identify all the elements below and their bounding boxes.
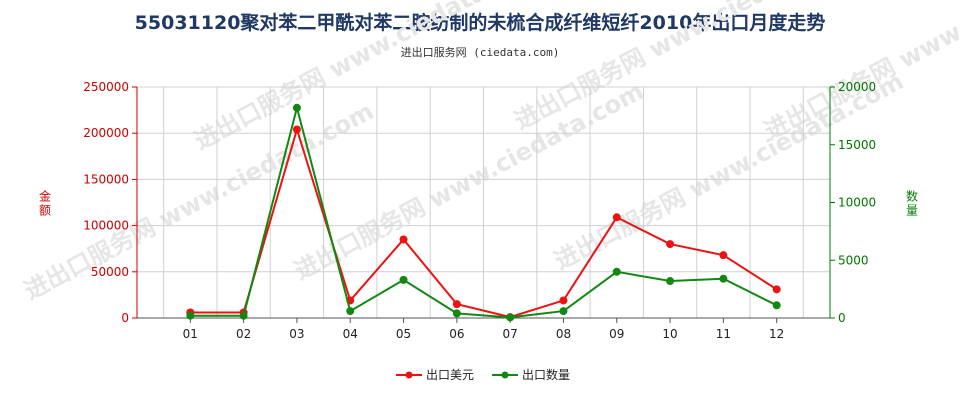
data-point	[506, 313, 515, 322]
legend: 出口美元 出口数量	[396, 367, 570, 382]
y-right-axis-label: 量	[906, 204, 918, 218]
y-left-tick-label: 0	[121, 311, 129, 325]
data-point	[719, 251, 728, 260]
y-right-tick-label: 5000	[838, 253, 869, 267]
x-tick-label: 05	[396, 327, 411, 341]
legend-label: 出口数量	[522, 367, 570, 382]
x-tick-label: 11	[716, 327, 731, 341]
x-tick-label: 03	[289, 327, 304, 341]
series-line-1	[190, 126, 778, 319]
y-left-axis-label: 额	[39, 204, 51, 218]
x-tick-label: 06	[449, 327, 464, 341]
chart-subtitle: 进出口服务网 (ciedata.com)	[400, 46, 560, 59]
data-point	[292, 103, 301, 112]
watermark: 进出口服务网 www.ciedata.com 进出口服务网 www.ciedata…	[20, 0, 960, 305]
watermark-text: 进出口服务网 www.ciedata.com	[190, 0, 548, 155]
data-point	[666, 240, 675, 249]
x-tick-label: 10	[662, 327, 677, 341]
legend-label: 出口美元	[426, 368, 474, 382]
x-tick-label: 08	[556, 327, 571, 341]
y-right-tick-label: 10000	[838, 196, 876, 210]
legend-marker	[405, 371, 413, 379]
legend-marker	[501, 371, 509, 379]
data-point	[559, 296, 568, 305]
chart-title: 55031120聚对苯二甲酰对苯二胺纺制的未梳合成纤维短纤2010年出口月度走势	[134, 12, 826, 34]
data-point	[452, 300, 461, 309]
data-point	[346, 307, 355, 316]
y-left-tick-label: 50000	[91, 265, 129, 279]
data-point	[719, 274, 728, 283]
x-tick-label: 02	[236, 327, 251, 341]
data-point	[772, 301, 781, 310]
y-left-tick-label: 100000	[83, 219, 129, 233]
x-tick-label: 09	[609, 327, 624, 341]
data-point	[612, 267, 621, 276]
y-left-tick-label: 150000	[83, 172, 129, 186]
data-point	[186, 311, 195, 320]
data-point	[612, 213, 621, 222]
x-tick-label: 01	[183, 327, 198, 341]
data-point	[559, 307, 568, 316]
data-point	[239, 311, 248, 320]
x-tick-label: 12	[769, 327, 784, 341]
y-right-axis-label: 数	[906, 189, 918, 204]
axes: 0 50000 100000 150000 200000 250000 0 5000 10000…	[39, 80, 918, 341]
y-left-tick-label: 200000	[83, 126, 129, 140]
x-tick-label: 07	[503, 327, 518, 341]
data-point	[452, 309, 461, 318]
watermark-text: 进出口服务网 www.ciedata.com	[760, 0, 960, 145]
data-point	[772, 285, 781, 294]
y-right-tick-label: 15000	[838, 138, 876, 152]
data-point	[399, 235, 408, 244]
x-tick-label: 04	[343, 327, 358, 341]
data-point	[666, 277, 675, 286]
series-line-2	[190, 103, 778, 319]
y-left-axis-label: 金	[39, 189, 51, 204]
data-point	[399, 275, 408, 284]
y-right-tick-label: 20000	[838, 80, 876, 94]
data-point	[292, 125, 301, 134]
y-left-tick-label: 250000	[83, 80, 129, 94]
series	[186, 103, 781, 322]
y-right-tick-label: 0	[838, 311, 846, 325]
